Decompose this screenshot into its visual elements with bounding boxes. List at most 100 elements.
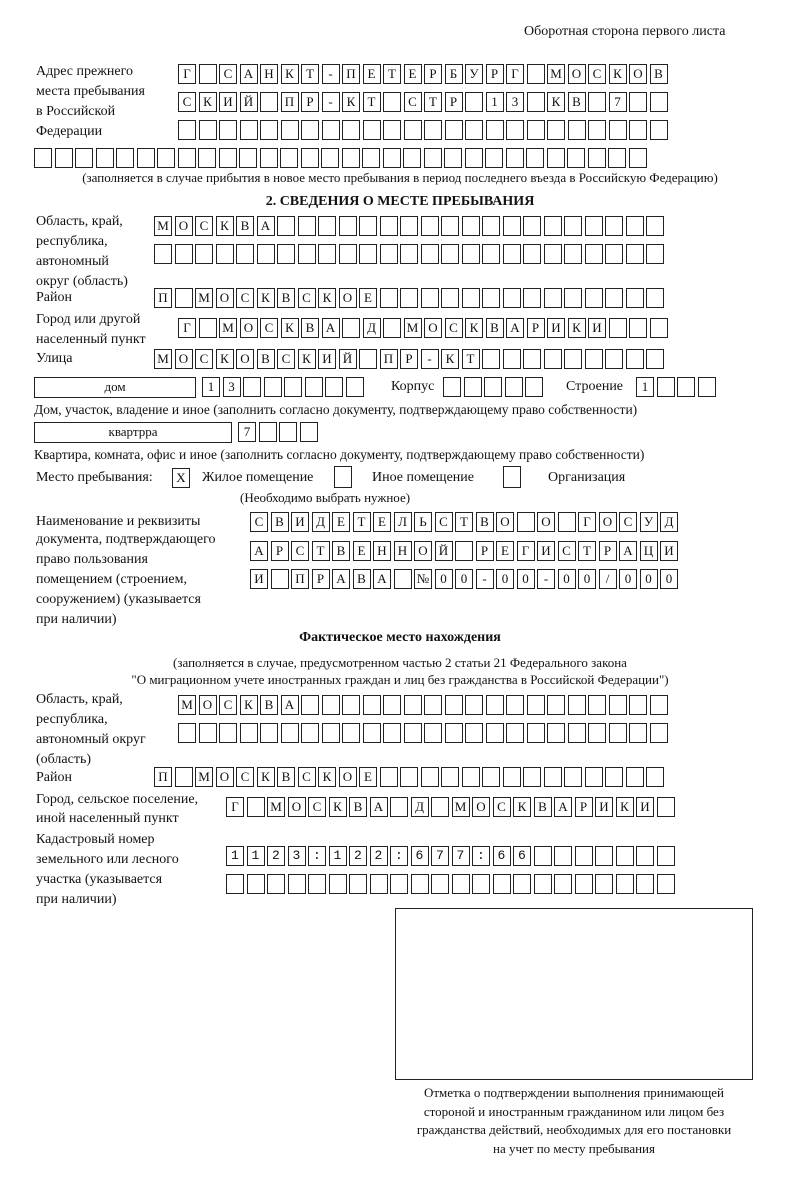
char-cell[interactable]: С <box>195 216 213 236</box>
char-cell[interactable] <box>492 846 511 866</box>
char-cell[interactable] <box>198 723 217 743</box>
char-cell[interactable] <box>502 349 521 369</box>
char-cell[interactable]: С <box>178 92 196 112</box>
char-cell[interactable]: С <box>557 541 576 561</box>
char-cell[interactable] <box>383 695 401 715</box>
char-cell[interactable] <box>629 695 647 715</box>
char-cell[interactable]: Р <box>424 64 442 84</box>
option-other-checkbox[interactable] <box>334 466 352 488</box>
char-cell[interactable] <box>277 216 295 236</box>
prev-address-row-3[interactable] <box>178 120 670 140</box>
char-cell[interactable] <box>369 846 388 866</box>
stroenie-row[interactable]: 1 <box>636 377 718 397</box>
char-cell[interactable]: 0 <box>516 569 535 589</box>
char-cell[interactable] <box>280 148 298 168</box>
char-cell[interactable] <box>567 723 586 743</box>
char-cell[interactable] <box>431 846 449 866</box>
char-cell[interactable]: В <box>270 512 289 532</box>
char-cell[interactable]: 0 <box>434 569 453 589</box>
char-cell[interactable] <box>198 64 217 84</box>
char-cell[interactable] <box>420 216 439 236</box>
char-cell[interactable]: В <box>277 767 295 787</box>
char-cell[interactable] <box>554 846 572 866</box>
option-organization-checkbox[interactable] <box>503 466 521 488</box>
char-cell[interactable] <box>605 349 623 369</box>
char-cell[interactable]: Р <box>270 541 289 561</box>
char-cell[interactable] <box>557 512 576 532</box>
char-cell[interactable]: М <box>451 797 470 817</box>
char-cell[interactable] <box>243 377 261 397</box>
char-cell[interactable] <box>465 695 483 715</box>
char-cell[interactable] <box>174 288 193 308</box>
char-cell[interactable]: Д <box>660 512 678 532</box>
char-cell[interactable]: К <box>256 288 275 308</box>
char-cell[interactable] <box>54 148 73 168</box>
char-cell[interactable] <box>625 288 644 308</box>
char-cell[interactable]: Т <box>424 92 442 112</box>
char-cell[interactable] <box>420 767 439 787</box>
char-cell[interactable] <box>325 377 343 397</box>
char-cell[interactable]: 0 <box>660 569 678 589</box>
char-cell[interactable]: Б <box>444 64 463 84</box>
char-cell[interactable] <box>546 148 565 168</box>
char-cell[interactable]: Р <box>485 64 504 84</box>
cadastral-row-2[interactable] <box>226 874 677 894</box>
char-cell[interactable] <box>410 846 429 866</box>
char-cell[interactable] <box>287 874 306 894</box>
char-cell[interactable] <box>403 695 422 715</box>
char-cell[interactable] <box>304 377 323 397</box>
char-cell[interactable] <box>649 120 668 140</box>
char-cell[interactable]: В <box>533 797 552 817</box>
char-cell[interactable] <box>342 318 360 338</box>
char-cell[interactable] <box>383 92 401 112</box>
char-cell[interactable]: - <box>475 569 494 589</box>
char-cell[interactable] <box>390 797 408 817</box>
char-cell[interactable]: Т <box>461 349 480 369</box>
char-cell[interactable] <box>444 148 462 168</box>
char-cell[interactable]: В <box>567 92 586 112</box>
char-cell[interactable] <box>463 377 482 397</box>
char-cell[interactable] <box>605 216 623 236</box>
char-cell[interactable] <box>451 874 470 894</box>
char-cell[interactable]: 0 <box>578 569 596 589</box>
char-cell[interactable]: П <box>280 92 299 112</box>
char-cell[interactable]: С <box>308 797 326 817</box>
char-cell[interactable]: М <box>195 767 213 787</box>
char-cell[interactable] <box>174 767 193 787</box>
char-cell[interactable] <box>547 723 565 743</box>
char-cell[interactable]: 3 <box>506 92 524 112</box>
char-cell[interactable] <box>174 244 193 264</box>
char-cell[interactable]: В <box>485 318 504 338</box>
char-cell[interactable] <box>400 767 418 787</box>
char-cell[interactable] <box>656 874 675 894</box>
cadastral-row-1[interactable] <box>226 846 677 866</box>
char-cell[interactable]: К <box>465 318 483 338</box>
char-cell[interactable]: 0 <box>619 569 637 589</box>
char-cell[interactable]: О <box>215 288 234 308</box>
char-cell[interactable] <box>379 244 398 264</box>
char-cell[interactable] <box>533 846 552 866</box>
char-cell[interactable]: В <box>301 318 319 338</box>
char-cell[interactable]: М <box>403 318 422 338</box>
char-cell[interactable]: В <box>277 288 295 308</box>
char-cell[interactable]: С <box>588 64 606 84</box>
char-cell[interactable]: - <box>537 569 555 589</box>
char-cell[interactable] <box>646 216 664 236</box>
char-cell[interactable]: Н <box>260 64 278 84</box>
char-cell[interactable]: Е <box>359 288 377 308</box>
char-cell[interactable] <box>485 148 503 168</box>
char-cell[interactable] <box>525 377 543 397</box>
char-cell[interactable] <box>584 244 603 264</box>
actual-region-row-2[interactable] <box>178 723 670 743</box>
char-cell[interactable]: О <box>414 541 432 561</box>
char-cell[interactable]: Й <box>239 92 258 112</box>
char-cell[interactable] <box>362 695 381 715</box>
char-cell[interactable] <box>219 120 237 140</box>
char-cell[interactable]: 7 <box>238 422 256 442</box>
char-cell[interactable]: А <box>554 797 572 817</box>
char-cell[interactable] <box>625 216 644 236</box>
char-cell[interactable] <box>383 318 401 338</box>
korpus-row[interactable] <box>443 377 546 397</box>
char-cell[interactable]: К <box>318 767 336 787</box>
